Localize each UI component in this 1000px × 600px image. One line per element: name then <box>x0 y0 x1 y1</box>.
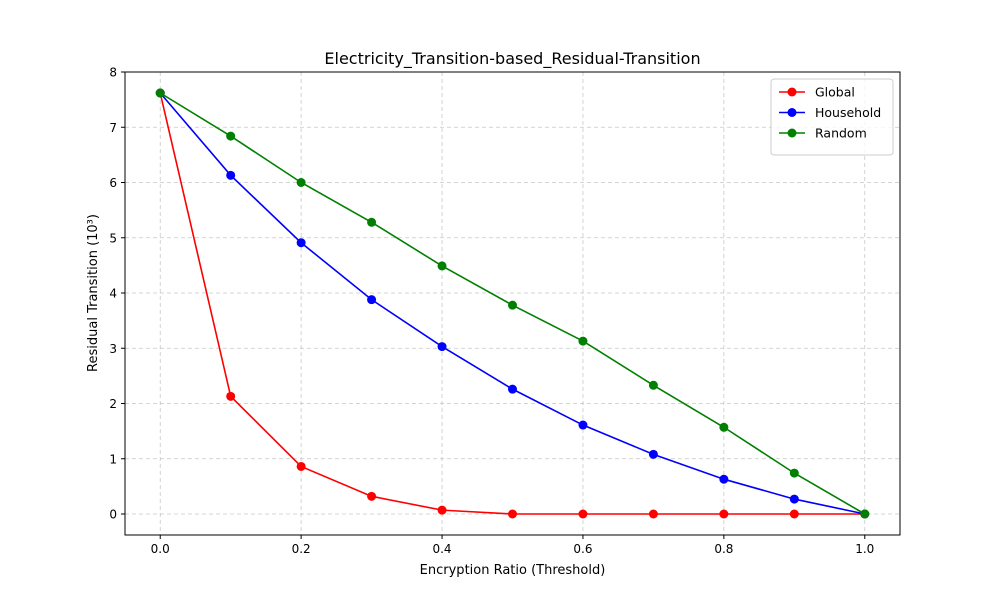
data-point-random <box>226 131 236 141</box>
x-tick-label: 1.0 <box>855 542 874 556</box>
legend-item-random: Random <box>779 126 867 141</box>
data-point-household <box>226 170 236 180</box>
data-point-household <box>648 449 658 459</box>
legend-item-global: Global <box>779 85 855 100</box>
legend-box <box>770 78 894 156</box>
y-tick-label: 1 <box>109 452 117 466</box>
x-tick-label: 0.6 <box>573 542 592 556</box>
data-point-global <box>296 461 306 471</box>
data-point-random <box>155 88 165 98</box>
x-tick-label: 0.0 <box>151 542 170 556</box>
y-tick-label: 0 <box>109 508 117 522</box>
y-tick-label: 5 <box>109 231 117 245</box>
axes: 0.0 0.2 0.4 0.6 0.8 1.0 0 1 2 3 4 5 6 7 8 <box>109 66 901 556</box>
x-tick-label: 0.4 <box>432 542 451 556</box>
data-point-household <box>578 420 588 430</box>
y-axis-label: Residual Transition (10³) <box>86 214 101 372</box>
data-point-global <box>508 509 517 519</box>
data-point-random <box>860 509 870 519</box>
data-point-random <box>648 380 658 390</box>
data-point-random <box>719 422 729 432</box>
legend-label-random: Random <box>815 126 867 141</box>
data-point-global <box>719 509 729 519</box>
x-tick-label: 0.8 <box>714 542 733 556</box>
plot-frame <box>124 71 901 536</box>
data-point-global <box>226 391 236 401</box>
y-tick-label: 7 <box>109 121 117 135</box>
legend-marker-household <box>787 108 797 117</box>
data-point-global <box>648 509 658 519</box>
legend-label-household: Household <box>815 105 881 120</box>
data-point-household <box>296 238 306 248</box>
data-point-random <box>296 178 306 188</box>
chart-title: Electricity_Transition-based_Residual-Tr… <box>324 49 700 69</box>
data-point-global <box>367 491 377 501</box>
data-point-random <box>508 300 517 310</box>
legend: Global Household Random <box>770 78 894 156</box>
data-point-global <box>789 509 799 519</box>
data-point-random <box>578 336 588 346</box>
x-tick-label: 0.2 <box>292 542 311 556</box>
data-point-global <box>437 505 447 515</box>
legend-label-global: Global <box>815 85 855 100</box>
y-tick-label: 4 <box>109 287 117 301</box>
data-point-global <box>578 509 588 519</box>
data-point-household <box>789 494 799 504</box>
data-point-random <box>789 468 799 478</box>
data-point-household <box>719 474 729 484</box>
data-point-household <box>437 342 447 352</box>
legend-marker-global <box>787 87 797 97</box>
data-point-household <box>508 384 517 394</box>
data-point-random <box>367 217 377 227</box>
y-tick-label: 8 <box>109 66 117 80</box>
y-tick-label: 3 <box>109 342 117 356</box>
series-layer <box>155 88 870 519</box>
y-tick-label: 2 <box>109 397 117 411</box>
data-point-household <box>367 295 377 305</box>
x-axis-label: Encryption Ratio (Threshold) <box>420 563 606 578</box>
legend-marker-random <box>787 128 797 138</box>
y-tick-label: 6 <box>109 176 117 190</box>
legend-item-household: Household <box>779 105 881 120</box>
data-point-random <box>437 261 447 271</box>
series-random <box>155 88 870 519</box>
